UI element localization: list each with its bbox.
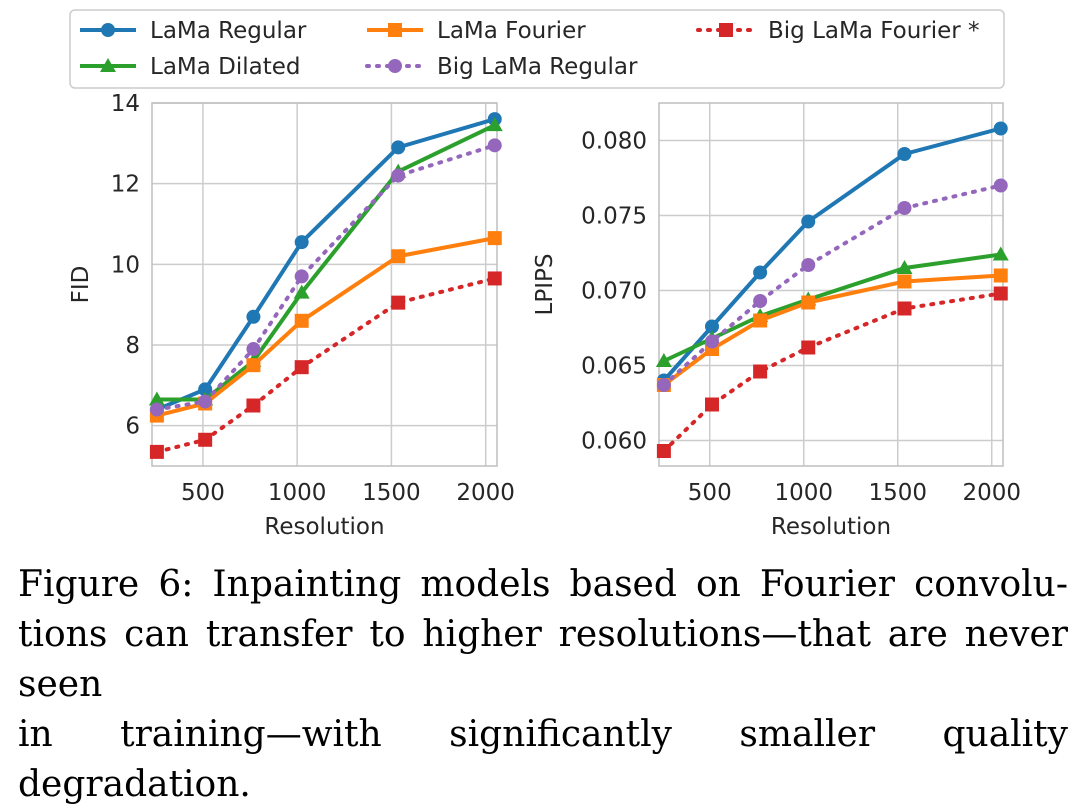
lpips-point-lama-fourier xyxy=(993,268,1008,283)
lpips-point-big-lama-regular xyxy=(897,201,912,215)
fid-point-big-lama-fourier xyxy=(246,398,261,413)
fid-point-big-lama-regular xyxy=(149,402,164,417)
lpips-y-tick-label: 0.060 xyxy=(581,429,647,455)
lpips-point-lama-dilated xyxy=(896,260,913,274)
lpips-x-tick-label: 1000 xyxy=(774,480,833,506)
lpips-point-lama-fourier xyxy=(753,313,768,328)
legend-label-big-lama-regular: Big LaMa Regular xyxy=(437,54,638,80)
fid-point-big-lama-fourier xyxy=(294,360,309,375)
caption-line-2: tions can transfer to higher resolutions… xyxy=(18,614,1068,705)
figure-caption: Figure 6: Inpainting models based on Fou… xyxy=(18,560,1068,810)
lpips-point-lama-regular xyxy=(753,265,768,280)
legend-marker-lama-fourier xyxy=(388,23,402,37)
lpips-point-lama-dilated xyxy=(655,353,672,367)
legend-marker-big-lama-regular xyxy=(388,59,402,73)
lpips-point-big-lama-regular xyxy=(656,378,671,392)
lpips-point-big-lama-fourier xyxy=(705,397,720,412)
lpips-y-tick-label: 0.070 xyxy=(581,279,647,305)
lpips-point-lama-regular xyxy=(801,214,816,229)
caption-line-3: in training—with significantly smaller q… xyxy=(18,714,1068,805)
fid-series-line-lama-regular xyxy=(154,117,497,412)
fid-x-axis-label: Resolution xyxy=(264,514,384,540)
fid-point-big-lama-fourier xyxy=(198,432,213,447)
fid-point-lama-regular xyxy=(294,235,309,250)
lpips-point-big-lama-regular xyxy=(753,294,768,308)
fid-point-big-lama-fourier xyxy=(149,444,164,459)
fid-x-tick-label: 1000 xyxy=(268,480,327,506)
lpips-series-line-lama-dilated xyxy=(661,252,1003,363)
fid-x-tick-label: 500 xyxy=(181,480,225,506)
legend-box xyxy=(69,9,1005,89)
lpips-point-big-lama-regular xyxy=(801,258,816,272)
fid-chart: 500 1000 1500 2000 6 8 10 12 14 Resolution FID xyxy=(68,91,515,540)
fid-y-tick-label: 10 xyxy=(111,252,140,278)
lpips-point-big-lama-fourier xyxy=(753,364,768,379)
fid-plot-frame xyxy=(151,102,498,467)
fid-point-big-lama-regular xyxy=(294,269,309,284)
caption-line-1: Figure 6: Inpainting models based on Fou… xyxy=(18,564,1068,605)
lpips-x-tick-label: 1500 xyxy=(868,480,927,506)
fid-series-line-lama-dilated xyxy=(154,123,497,402)
legend-label-lama-fourier: LaMa Fourier xyxy=(437,18,586,44)
fid-x-tick-label: 1500 xyxy=(362,480,421,506)
fid-point-big-lama-fourier xyxy=(487,271,502,286)
lpips-x-tick-label: 500 xyxy=(688,480,732,506)
lpips-x-axis-label: Resolution xyxy=(771,514,891,540)
legend-label-big-lama-fourier: Big LaMa Fourier * xyxy=(768,18,980,44)
fid-y-tick-label: 8 xyxy=(125,333,140,359)
fid-series-line-lama-fourier xyxy=(154,236,497,418)
lpips-x-tick-label: 2000 xyxy=(962,480,1021,506)
lpips-point-big-lama-fourier xyxy=(993,286,1008,301)
fid-point-big-lama-fourier xyxy=(391,295,406,310)
figure: LaMa Regular LaMa Fourier Big LaMa Fourier… xyxy=(68,9,1021,540)
fid-point-lama-dilated xyxy=(293,284,310,299)
fid-x-tick-label: 2000 xyxy=(456,480,515,506)
fid-point-big-lama-regular xyxy=(198,394,213,409)
fid-point-lama-dilated xyxy=(148,391,165,406)
fid-point-lama-regular xyxy=(391,140,406,155)
lpips-series-line-big-lama-fourier xyxy=(661,291,1003,453)
fid-point-lama-fourier xyxy=(487,231,502,246)
lpips-y-axis-label: LPIPS xyxy=(532,254,558,316)
legend-label-lama-dilated: LaMa Dilated xyxy=(150,54,301,80)
legend-marker-big-lama-fourier xyxy=(719,23,733,37)
legend: LaMa Regular LaMa Fourier Big LaMa Fourier… xyxy=(69,9,1005,89)
fid-series-line-big-lama-regular xyxy=(154,143,497,412)
legend-label-lama-regular: LaMa Regular xyxy=(150,18,307,44)
lpips-point-lama-fourier xyxy=(897,274,912,289)
legend-marker-lama-dilated xyxy=(100,58,116,72)
fid-point-big-lama-regular xyxy=(487,138,502,153)
fid-point-lama-fourier xyxy=(294,313,309,328)
lpips-point-big-lama-regular xyxy=(705,334,720,349)
lpips-point-lama-regular xyxy=(993,121,1008,136)
lpips-point-lama-regular xyxy=(705,319,720,334)
fid-point-lama-dilated xyxy=(486,117,503,132)
lpips-point-big-lama-fourier xyxy=(897,301,912,316)
lpips-y-tick-label: 0.080 xyxy=(581,129,647,155)
lpips-point-lama-regular xyxy=(897,147,912,161)
fid-y-tick-label: 12 xyxy=(111,172,140,198)
lpips-y-tick-label: 0.075 xyxy=(581,204,647,230)
fid-point-lama-regular xyxy=(246,309,261,324)
lpips-point-big-lama-regular xyxy=(993,178,1008,193)
lpips-point-big-lama-fourier xyxy=(801,340,816,355)
fid-y-axis-label: FID xyxy=(68,266,94,304)
lpips-y-tick-label: 0.065 xyxy=(581,354,647,380)
fid-y-tick-label: 6 xyxy=(125,414,140,440)
lpips-plot-frame xyxy=(658,102,1004,467)
lpips-point-lama-fourier xyxy=(801,295,816,310)
lpips-series-line-lama-regular xyxy=(661,126,1003,383)
fid-point-big-lama-regular xyxy=(246,342,261,357)
lpips-series-line-lama-fourier xyxy=(661,273,1003,387)
fid-point-lama-regular xyxy=(198,382,213,397)
lpips-point-big-lama-fourier xyxy=(656,444,671,458)
fid-y-tick-label: 14 xyxy=(111,91,140,117)
fid-point-lama-fourier xyxy=(391,249,406,264)
fid-point-big-lama-regular xyxy=(391,168,406,183)
fid-point-lama-fourier xyxy=(246,358,261,373)
lpips-chart: 500 1000 1500 2000 0.060 0.065 0.070 0.075 0.080… xyxy=(532,102,1021,540)
lpips-point-lama-dilated xyxy=(992,246,1009,261)
fid-series-line-big-lama-fourier xyxy=(154,276,497,454)
legend-marker-lama-regular xyxy=(101,23,115,37)
